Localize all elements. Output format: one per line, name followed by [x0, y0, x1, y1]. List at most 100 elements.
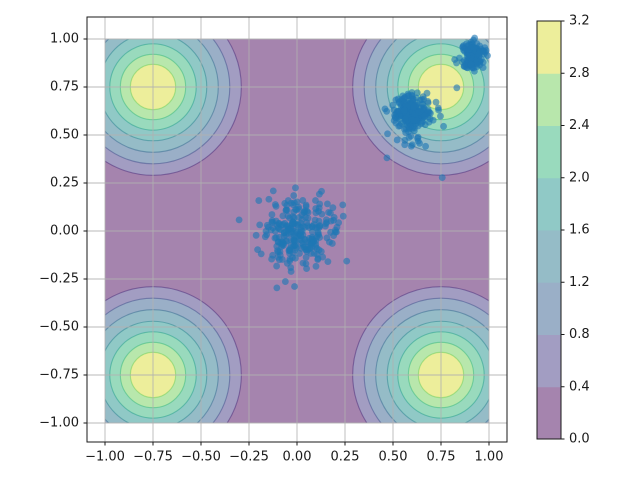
colorbar-band: [537, 386, 561, 440]
colorbar-band: [537, 230, 561, 283]
scatter-point: [400, 107, 408, 114]
scatter-point: [393, 136, 401, 144]
scatter-point: [297, 232, 305, 240]
scatter-point: [335, 219, 342, 227]
scatter-point: [272, 202, 280, 210]
scatter-point: [284, 226, 292, 233]
y-tick-label: 0.75: [50, 80, 79, 95]
colorbar-tick-label: 1.2: [569, 275, 590, 290]
colorbar-tick-label: 0.8: [569, 327, 590, 342]
y-tick-label: 0.25: [50, 176, 79, 191]
scatter-point: [413, 89, 421, 97]
scatter-point: [252, 231, 260, 239]
y-tick-label: −0.75: [39, 368, 79, 383]
scatter-point: [329, 204, 337, 212]
colorbar-tick-label: 0.0: [569, 432, 590, 447]
scatter-point: [303, 265, 310, 273]
x-tick-label: −0.50: [181, 450, 221, 465]
x-tick-label: 0.00: [283, 450, 312, 465]
scatter-point: [470, 44, 478, 51]
scatter-point: [392, 96, 400, 104]
scatter-point: [330, 232, 338, 239]
scatter-point: [343, 257, 351, 265]
scatter-point: [290, 236, 298, 244]
scatter-point: [289, 220, 296, 227]
scatter-point: [255, 197, 263, 204]
scatter-point: [304, 222, 312, 230]
y-tick-label: 0.50: [50, 128, 79, 143]
scatter-point: [325, 209, 332, 216]
grid-layer: [87, 17, 507, 442]
scatter-point: [453, 84, 461, 92]
scatter-point: [383, 107, 391, 115]
y-tick-label: 0.00: [50, 224, 79, 239]
scatter-point: [280, 240, 288, 248]
scatter-point: [323, 234, 331, 242]
scatter-point: [435, 106, 442, 114]
scatter-point: [400, 95, 408, 103]
scatter-point: [268, 255, 276, 263]
y-tick-label: −0.50: [39, 320, 79, 335]
scatter-point: [395, 122, 403, 130]
scatter-point: [310, 221, 318, 228]
scatter-point: [302, 253, 310, 261]
scatter-point: [324, 200, 331, 208]
scatter-point: [313, 250, 321, 258]
scatter-point: [417, 120, 425, 128]
scatter-point: [422, 142, 430, 150]
scatter-point: [467, 61, 475, 68]
x-tick-label: −0.25: [229, 450, 269, 465]
scatter-point: [292, 184, 299, 192]
colorbar-band: [537, 73, 561, 126]
colorbar-band: [537, 125, 561, 179]
scatter-point: [318, 187, 325, 195]
y-tick-label: −1.00: [39, 416, 79, 431]
scatter-point: [254, 246, 262, 254]
scatter-point: [286, 247, 294, 255]
x-tick-label: −1.00: [85, 450, 125, 465]
scatter-point: [274, 247, 281, 255]
scatter-point: [407, 132, 415, 140]
scatter-point: [339, 201, 347, 209]
scatter-point: [412, 101, 420, 109]
scatter-point: [268, 217, 276, 225]
colorbar: 0.0 0.4 0.8 1.2 1.6 2.0 2.4 2.8 3.2: [536, 14, 590, 447]
scatter-point: [304, 214, 312, 222]
scatter-point: [401, 116, 409, 124]
scatter-point: [402, 124, 410, 132]
scatter-point: [391, 113, 399, 121]
scatter-point: [476, 42, 484, 50]
scatter-point: [279, 212, 287, 220]
x-tick-label: 1.00: [475, 450, 504, 465]
scatter-point: [383, 154, 391, 162]
gaussian-bump-0: [105, 39, 242, 176]
scatter-point: [265, 195, 273, 203]
scatter-layer: [235, 34, 491, 292]
colorbar-tick-label: 3.2: [569, 14, 590, 29]
scatter-point: [312, 262, 320, 270]
scatter-point: [323, 219, 331, 226]
scatter-point: [401, 136, 409, 144]
scatter-point: [263, 221, 271, 229]
colorbar-tick-label: 1.6: [569, 223, 590, 238]
scatter-point: [275, 219, 283, 227]
scatter-point: [463, 52, 471, 60]
scatter-point: [315, 204, 323, 212]
colorbar-band: [537, 21, 561, 74]
scatter-point: [413, 117, 420, 124]
scatter-point: [307, 250, 315, 257]
scatter-point: [287, 264, 295, 271]
scatter-point: [432, 98, 440, 106]
scatter-point: [438, 174, 446, 182]
scatter-point: [269, 187, 277, 195]
scatter-point: [460, 62, 468, 70]
scatter-point: [437, 112, 444, 120]
scatter-point: [235, 216, 243, 224]
scatter-point: [281, 278, 289, 285]
scatter-point: [282, 207, 290, 214]
scatter-point: [418, 100, 426, 108]
scatter-point: [301, 243, 309, 250]
scatter-point: [297, 227, 305, 234]
x-tick-label: −0.75: [133, 450, 173, 465]
scatter-point: [339, 212, 347, 220]
